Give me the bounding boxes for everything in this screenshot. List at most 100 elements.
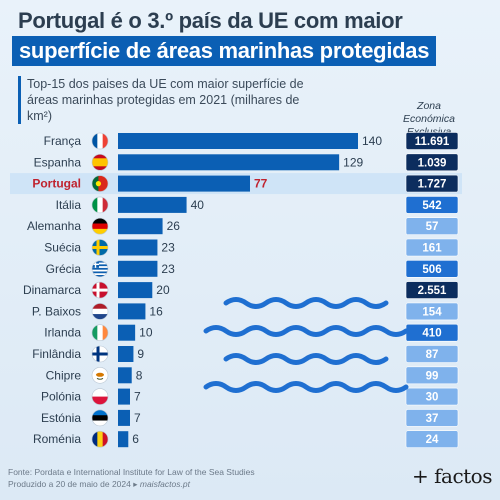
wave-decoration (223, 353, 389, 365)
bar (118, 175, 250, 192)
bar-value-label: 10 (139, 326, 153, 340)
country-label: França (44, 134, 82, 148)
bar-value-label: 7 (134, 390, 141, 404)
country-label: Roménia (33, 432, 81, 446)
sweden-flag-icon (92, 239, 108, 256)
country-label: Polónia (41, 390, 81, 404)
zee-box (405, 174, 459, 193)
bar (118, 303, 146, 320)
zee-box (405, 153, 459, 172)
bar (118, 196, 187, 213)
bar (118, 431, 129, 448)
bar-value-label: 20 (156, 283, 170, 297)
zee-value: 154 (422, 306, 442, 318)
zee-box (405, 387, 459, 406)
cyprus-flag-icon (92, 367, 108, 384)
bar-value-label: 23 (161, 262, 175, 276)
zee-box (405, 196, 459, 214)
bar (118, 154, 340, 171)
zee-box (405, 366, 459, 385)
wave-decoration (203, 381, 409, 393)
wave-decoration (223, 297, 389, 309)
country-label: Chipre (46, 368, 82, 382)
zee-value: 506 (422, 264, 441, 276)
country-label: Dinamarca (23, 283, 81, 297)
poland-flag-icon (92, 388, 108, 405)
bar-value-label: 26 (167, 219, 181, 233)
country-label: Estónia (41, 411, 81, 425)
bar-value-label: 40 (191, 198, 205, 212)
bar (118, 324, 136, 341)
finland-flag-icon (92, 346, 108, 362)
bar-value-label: 7 (134, 411, 141, 425)
zee-value: 542 (422, 200, 441, 212)
country-label: Irlanda (44, 326, 81, 340)
zee-value: 161 (422, 243, 442, 255)
country-label: Espanha (34, 155, 82, 169)
zee-value: 87 (426, 349, 439, 361)
country-label: Portugal (32, 177, 81, 191)
zee-box (405, 409, 459, 427)
bar (118, 133, 358, 149)
bar (118, 367, 132, 384)
zee-value: 11.691 (415, 136, 450, 148)
ireland-flag-icon (92, 324, 108, 341)
country-label: Grécia (46, 262, 82, 276)
brand-logo: + factos (412, 464, 492, 488)
chart-title-line-1: Portugal é o 3.º país da UE com maior (18, 8, 403, 33)
greece-flag-icon (92, 260, 108, 277)
bar-value-label: 23 (161, 241, 175, 255)
produced-line: Produzido a 20 de maio de 2024 ▸ maisfac… (8, 478, 255, 490)
zee-box (405, 281, 459, 299)
bar-value-label: 16 (149, 304, 163, 318)
chart-subtitle: Top-15 dos paises da UE com maior superf… (18, 76, 327, 124)
zee-value: 37 (426, 413, 439, 425)
bar (118, 388, 130, 405)
zee-box (405, 345, 459, 363)
bar-value-label: 9 (137, 347, 144, 361)
bar-value-label: 129 (343, 155, 363, 169)
zee-box (405, 217, 459, 235)
romania-flag-icon (92, 431, 108, 448)
spain-flag-icon (92, 154, 108, 171)
denmark-flag-icon (92, 282, 108, 299)
italy-flag-icon (92, 196, 108, 213)
bar (118, 409, 130, 426)
country-label: Suécia (44, 241, 81, 255)
country-label: Alemanha (27, 219, 81, 233)
chart-title-line-2: superfície de áreas marinhas protegidas (12, 36, 437, 66)
country-label: P. Baixos (32, 304, 81, 318)
zee-value: 1.039 (418, 157, 447, 169)
source-text: Fonte: Pordata e International Institute… (8, 467, 255, 477)
footer-source: Fonte: Pordata e International Institute… (8, 466, 255, 490)
zee-box (405, 132, 459, 150)
site-link[interactable]: maisfactos.pt (139, 479, 190, 489)
zee-value: 1.727 (418, 179, 447, 191)
netherlands-flag-icon (92, 303, 108, 320)
zee-value: 99 (426, 370, 439, 382)
country-label: Finlândia (32, 347, 81, 361)
zee-box (405, 238, 459, 257)
zee-header-line-1: Zona Económica (403, 100, 455, 125)
country-label: Itália (56, 198, 82, 212)
bar-value-label: 6 (132, 432, 139, 446)
bar (118, 239, 158, 256)
bar (118, 260, 158, 277)
bar-value-label: 8 (136, 368, 143, 382)
zee-value: 2.551 (418, 285, 447, 297)
produced-text: Produzido a 20 de maio de 2024 ▸ (8, 479, 138, 489)
estonia-flag-icon (92, 409, 108, 426)
germany-flag-icon (92, 218, 108, 235)
zee-value: 24 (426, 434, 439, 446)
zee-box (405, 302, 459, 321)
bar-value-label: 140 (362, 134, 382, 148)
portugal-flag-icon (92, 175, 108, 192)
bar (118, 346, 134, 362)
zee-value: 57 (426, 221, 439, 233)
france-flag-icon (92, 133, 108, 149)
zee-value: 30 (426, 392, 439, 404)
zee-box (405, 430, 459, 449)
bar-value-label: 77 (254, 177, 268, 191)
zee-box (405, 259, 459, 278)
